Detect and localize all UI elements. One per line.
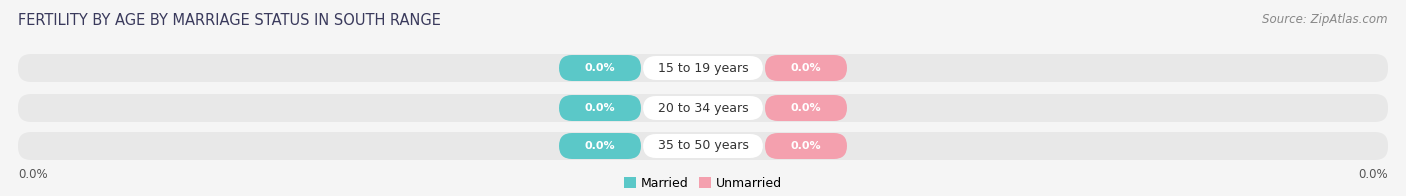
Text: 35 to 50 years: 35 to 50 years	[658, 140, 748, 152]
Text: 20 to 34 years: 20 to 34 years	[658, 102, 748, 114]
Text: Source: ZipAtlas.com: Source: ZipAtlas.com	[1263, 13, 1388, 26]
FancyBboxPatch shape	[765, 95, 846, 121]
FancyBboxPatch shape	[765, 133, 846, 159]
FancyBboxPatch shape	[643, 134, 763, 158]
Text: 0.0%: 0.0%	[790, 63, 821, 73]
Text: 0.0%: 0.0%	[18, 168, 48, 181]
Text: 0.0%: 0.0%	[790, 141, 821, 151]
FancyBboxPatch shape	[765, 55, 846, 81]
FancyBboxPatch shape	[560, 55, 641, 81]
Text: 0.0%: 0.0%	[585, 63, 616, 73]
FancyBboxPatch shape	[560, 133, 641, 159]
FancyBboxPatch shape	[18, 94, 1388, 122]
Text: 0.0%: 0.0%	[1358, 168, 1388, 181]
FancyBboxPatch shape	[18, 54, 1388, 82]
FancyBboxPatch shape	[643, 96, 763, 120]
Legend: Married, Unmarried: Married, Unmarried	[624, 177, 782, 190]
FancyBboxPatch shape	[643, 56, 763, 80]
Text: 0.0%: 0.0%	[585, 103, 616, 113]
Text: 15 to 19 years: 15 to 19 years	[658, 62, 748, 74]
FancyBboxPatch shape	[560, 95, 641, 121]
Text: FERTILITY BY AGE BY MARRIAGE STATUS IN SOUTH RANGE: FERTILITY BY AGE BY MARRIAGE STATUS IN S…	[18, 13, 441, 28]
Text: 0.0%: 0.0%	[585, 141, 616, 151]
Text: 0.0%: 0.0%	[790, 103, 821, 113]
FancyBboxPatch shape	[18, 132, 1388, 160]
